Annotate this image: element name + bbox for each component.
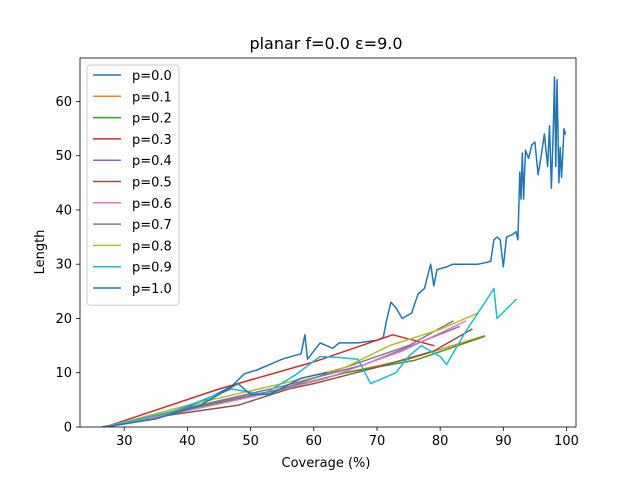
x-tick-label: 30 <box>116 434 133 449</box>
y-tick-label: 20 <box>55 312 72 327</box>
y-tick-label: 40 <box>55 203 72 218</box>
x-tick-label: 100 <box>554 434 579 449</box>
x-axis-label: Coverage (%) <box>282 456 371 471</box>
x-tick-label: 60 <box>306 434 323 449</box>
y-tick-label: 60 <box>55 95 72 110</box>
x-tick-label: 90 <box>495 434 512 449</box>
y-tick-label: 30 <box>55 258 72 273</box>
legend-label: p=0.2 <box>132 112 172 127</box>
y-tick-label: 10 <box>55 366 72 381</box>
series-line-p-0 <box>101 76 567 427</box>
x-tick-label: 50 <box>242 434 259 449</box>
series-line-p-10 <box>104 371 328 427</box>
legend-label: p=0.7 <box>132 218 172 233</box>
legend-label: p=0.3 <box>132 133 172 148</box>
legend-label: p=0.9 <box>132 261 172 276</box>
legend-label: p=0.4 <box>132 154 172 169</box>
legend-label: p=0.8 <box>132 239 172 254</box>
y-tick-label: 0 <box>64 421 72 436</box>
series-lines <box>101 76 567 427</box>
axes-frame <box>79 57 577 428</box>
x-tick-label: 40 <box>179 434 196 449</box>
chart-title: planar f=0.0 ε=9.0 <box>249 34 402 53</box>
legend-label: p=0.6 <box>132 197 172 212</box>
plot-area <box>101 76 567 427</box>
legend-label: p=0.5 <box>132 176 172 191</box>
legend-label: p=0.0 <box>132 69 172 84</box>
x-tick-label: 70 <box>369 434 386 449</box>
y-tick-label: 50 <box>55 149 72 164</box>
legend-label: p=0.1 <box>132 90 172 105</box>
axes: 30 40 50 60 70 80 90 100 0 10 20 30 40 50 60 <box>55 57 579 449</box>
legend-label: p=1.0 <box>132 282 172 297</box>
legend: p=0.0 p=0.1 p=0.2 p=0.3 p=0.4 p=0.5 p=0.6 p=0.7… <box>86 64 180 306</box>
series-line-p-5 <box>104 328 473 427</box>
x-tick-label: 80 <box>432 434 449 449</box>
y-axis-label: Length <box>33 230 48 275</box>
